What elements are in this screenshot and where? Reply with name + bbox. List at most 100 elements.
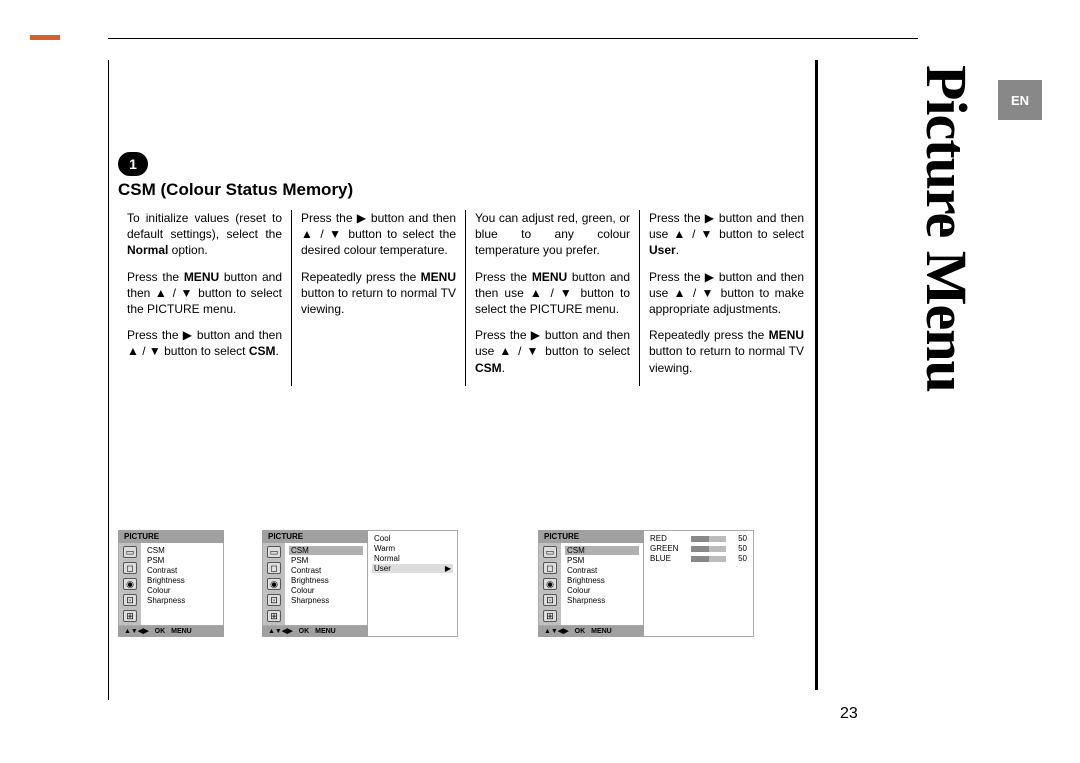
para: Press the MENU button and then ▲ / ▼ but… bbox=[127, 269, 282, 318]
speaker-icon: ◉ bbox=[543, 578, 557, 590]
rgb-value: 50 bbox=[733, 554, 747, 563]
column-3: You can adjust red, green, or blue to an… bbox=[465, 210, 639, 386]
rgb-row: RED 50 bbox=[650, 534, 747, 543]
rgb-label: GREEN bbox=[650, 544, 684, 553]
para: To initialize values (reset to default s… bbox=[127, 210, 282, 259]
sub-item: Normal bbox=[374, 554, 451, 563]
osd-icon-strip: ▭ ◻ ◉ ⊡ ⊞ bbox=[119, 543, 141, 625]
osd-item: Sharpness bbox=[567, 596, 637, 605]
para: You can adjust red, green, or blue to an… bbox=[475, 210, 630, 259]
speaker-icon: ◉ bbox=[123, 578, 137, 590]
chevron-right-icon: ▶ bbox=[445, 564, 451, 573]
rgb-value: 50 bbox=[733, 534, 747, 543]
left-rule bbox=[108, 60, 109, 700]
sub-item: Cool bbox=[374, 534, 451, 543]
page-number: 23 bbox=[840, 705, 858, 723]
osd-title: PICTURE bbox=[118, 530, 224, 543]
column-4: Press the ▶ button and then use ▲ / ▼ bu… bbox=[639, 210, 813, 386]
para: Press the ▶ button and then use ▲ / ▼ bu… bbox=[475, 327, 630, 376]
osd-item: Brightness bbox=[291, 576, 361, 585]
osd-item: Contrast bbox=[567, 566, 637, 575]
osd-panel: PICTURE ▭ ◻ ◉ ⊡ ⊞ CSM PSM Contrast Brigh… bbox=[118, 530, 224, 637]
tv-icon: ▭ bbox=[267, 546, 281, 558]
osd-item: Colour bbox=[567, 586, 637, 595]
right-rule bbox=[815, 60, 818, 690]
osd-footer: ▲▼◀▶ OK MENU bbox=[118, 626, 224, 637]
para: Press the ▶ button and then ▲ / ▼ button… bbox=[127, 327, 282, 359]
clock-icon: ⊡ bbox=[543, 594, 557, 606]
osd-item: Sharpness bbox=[291, 596, 361, 605]
para: Repeatedly press the MENU button to retu… bbox=[649, 327, 804, 376]
osd-item: Colour bbox=[147, 586, 217, 595]
slider bbox=[691, 556, 726, 562]
osd-icon-strip: ▭ ◻ ◉ ⊡ ⊞ bbox=[539, 543, 561, 625]
osd-item: Contrast bbox=[147, 566, 217, 575]
sub-item: Warm bbox=[374, 544, 451, 553]
rgb-row: GREEN 50 bbox=[650, 544, 747, 553]
osd-list: CSM PSM Contrast Brightness Colour Sharp… bbox=[285, 543, 367, 625]
slider bbox=[691, 546, 726, 552]
osd-panel: PICTURE ▭ ◻ ◉ ⊡ ⊞ CSM PSM Contrast Brigh… bbox=[538, 530, 644, 637]
rgb-label: RED bbox=[650, 534, 684, 543]
osd-1: PICTURE ▭ ◻ ◉ ⊡ ⊞ CSM PSM Contrast Brigh… bbox=[118, 530, 224, 637]
speaker-icon: ◉ bbox=[267, 578, 281, 590]
menu-label: MENU bbox=[591, 628, 612, 635]
osd-item: PSM bbox=[147, 556, 217, 565]
rgb-label: BLUE bbox=[650, 554, 684, 563]
accent-mark bbox=[30, 35, 60, 40]
instruction-columns: To initialize values (reset to default s… bbox=[118, 210, 813, 386]
clock-icon: ⊡ bbox=[123, 594, 137, 606]
column-1: To initialize values (reset to default s… bbox=[118, 210, 291, 386]
sub-item-selected: User▶ bbox=[372, 564, 453, 573]
chapter-title: Picture Menu bbox=[913, 65, 980, 392]
language-badge: EN bbox=[998, 80, 1042, 120]
osd-item: Sharpness bbox=[147, 596, 217, 605]
osd-item: Contrast bbox=[291, 566, 361, 575]
gear-icon: ⊞ bbox=[267, 610, 281, 622]
ok-label: OK bbox=[299, 628, 310, 635]
ok-label: OK bbox=[155, 628, 166, 635]
section-heading: CSM (Colour Status Memory) bbox=[118, 180, 353, 200]
osd-panel: PICTURE ▭ ◻ ◉ ⊡ ⊞ CSM PSM Contrast Brigh… bbox=[262, 530, 368, 637]
osd-footer: ▲▼◀▶ OK MENU bbox=[262, 626, 368, 637]
para: Press the ▶ button and then ▲ / ▼ button… bbox=[301, 210, 456, 259]
osd-body: ▭ ◻ ◉ ⊡ ⊞ CSM PSM Contrast Brightness Co… bbox=[538, 543, 644, 626]
osd-icon-strip: ▭ ◻ ◉ ⊡ ⊞ bbox=[263, 543, 285, 625]
osd-item: PSM bbox=[291, 556, 361, 565]
para: Press the MENU button and then use ▲ / ▼… bbox=[475, 269, 630, 318]
nav-arrows-icon: ▲▼◀▶ bbox=[544, 627, 569, 635]
slider bbox=[691, 536, 726, 542]
gear-icon: ⊞ bbox=[543, 610, 557, 622]
osd-item: Brightness bbox=[147, 576, 217, 585]
osd-list: CSM PSM Contrast Brightness Colour Sharp… bbox=[561, 543, 643, 625]
osd-item: Colour bbox=[291, 586, 361, 595]
tv-icon: ▭ bbox=[123, 546, 137, 558]
rgb-value: 50 bbox=[733, 544, 747, 553]
para: Press the ▶ button and then use ▲ / ▼ bu… bbox=[649, 269, 804, 318]
menu-label: MENU bbox=[315, 628, 336, 635]
clock-icon: ⊡ bbox=[267, 594, 281, 606]
para: Repeatedly press the MENU button to retu… bbox=[301, 269, 456, 318]
para: Press the ▶ button and then use ▲ / ▼ bu… bbox=[649, 210, 804, 259]
rgb-row: BLUE 50 bbox=[650, 554, 747, 563]
top-rule bbox=[108, 38, 918, 39]
ok-label: OK bbox=[575, 628, 586, 635]
osd-submenu-rgb: RED 50 GREEN 50 BLUE 50 bbox=[644, 530, 754, 637]
osd-title: PICTURE bbox=[262, 530, 368, 543]
osd-item: PSM bbox=[567, 556, 637, 565]
osd-title: PICTURE bbox=[538, 530, 644, 543]
column-2: Press the ▶ button and then ▲ / ▼ button… bbox=[291, 210, 465, 386]
screen-icon: ◻ bbox=[543, 562, 557, 574]
osd-submenu-temp: Cool Warm Normal User▶ bbox=[368, 530, 458, 637]
osd-diagrams: PICTURE ▭ ◻ ◉ ⊡ ⊞ CSM PSM Contrast Brigh… bbox=[118, 530, 754, 637]
osd-2: PICTURE ▭ ◻ ◉ ⊡ ⊞ CSM PSM Contrast Brigh… bbox=[262, 530, 458, 637]
osd-item: Brightness bbox=[567, 576, 637, 585]
osd-item-selected: CSM bbox=[289, 546, 363, 555]
screen-icon: ◻ bbox=[123, 562, 137, 574]
osd-footer: ▲▼◀▶ OK MENU bbox=[538, 626, 644, 637]
nav-arrows-icon: ▲▼◀▶ bbox=[124, 627, 149, 635]
tv-icon: ▭ bbox=[543, 546, 557, 558]
page: Picture Menu EN 23 1 CSM (Colour Status … bbox=[0, 0, 1080, 763]
menu-label: MENU bbox=[171, 628, 192, 635]
screen-icon: ◻ bbox=[267, 562, 281, 574]
